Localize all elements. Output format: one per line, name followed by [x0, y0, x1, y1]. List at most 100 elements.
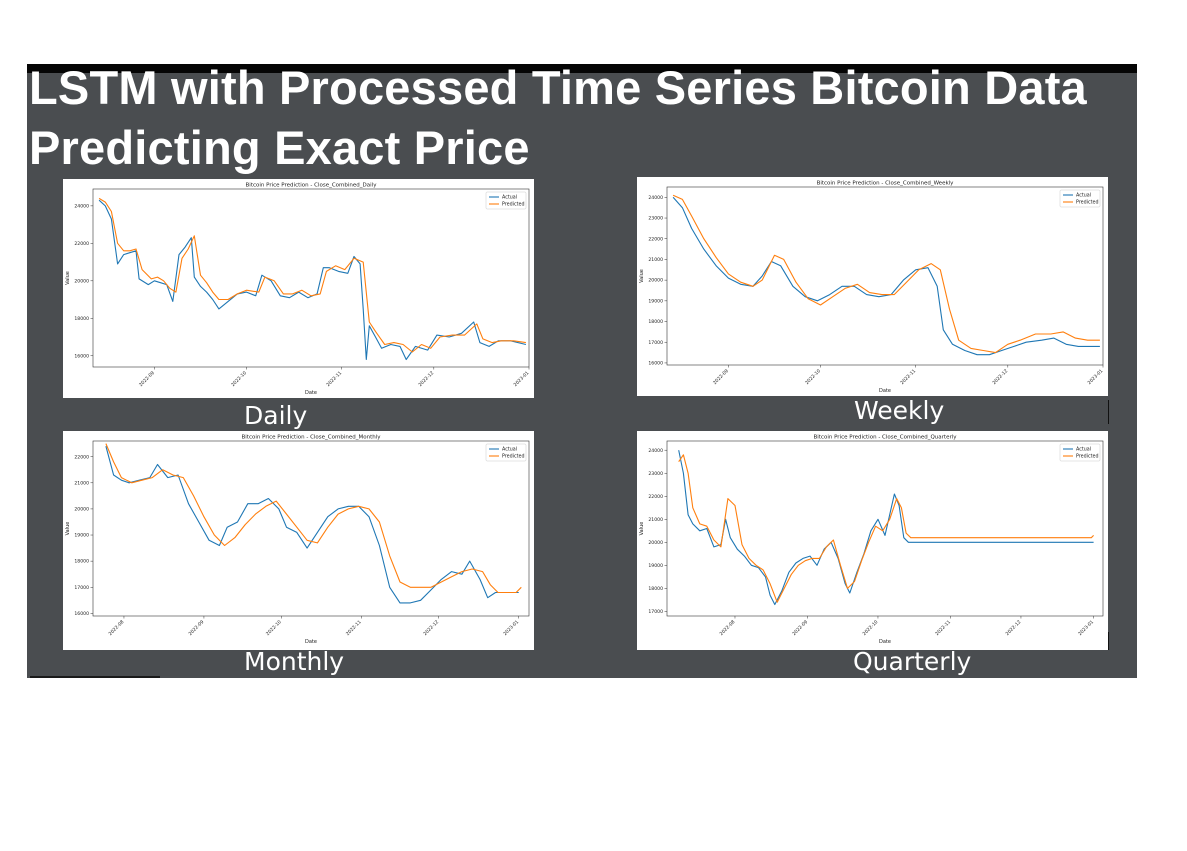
y-tick-label: 21000	[648, 517, 663, 523]
x-tick-label: 2022-09	[138, 370, 156, 388]
y-tick-label: 21000	[648, 257, 663, 263]
x-tick-label: 2023-01	[502, 619, 520, 637]
series-line-actual	[678, 450, 1094, 606]
series-line-actual	[105, 446, 519, 604]
series-line-predicted	[105, 443, 522, 594]
x-tick-label: 2023-01	[1077, 619, 1095, 637]
legend-box	[485, 443, 527, 462]
series-line-predicted	[678, 454, 1094, 603]
y-tick-label: 16000	[74, 353, 89, 359]
x-tick-label: 2022-11	[325, 370, 343, 388]
legend-label-predicted: Predicted	[1076, 200, 1099, 206]
x-tick-label: 2022-09	[791, 619, 809, 637]
x-tick-label: 2022-11	[899, 368, 917, 386]
y-axis-label: Value	[639, 522, 645, 536]
slide-top-bar	[27, 64, 1137, 73]
x-tick-label: 2022-09	[712, 368, 730, 386]
y-tick-label: 18000	[648, 586, 663, 592]
chart-weekly: Bitcoin Price Prediction - Close_Combine…	[639, 181, 1105, 395]
x-axis-label: Date	[879, 639, 891, 645]
x-tick-label: 2022-10	[230, 370, 248, 388]
legend-label-actual: Actual	[502, 447, 517, 453]
legend-label-actual: Actual	[1076, 193, 1091, 199]
chart-panel-quarterly: Bitcoin Price Prediction - Close_Combine…	[637, 431, 1108, 650]
y-axis-label: Value	[65, 522, 71, 536]
legend-label-predicted: Predicted	[1076, 454, 1099, 460]
series-line-actual	[672, 196, 1100, 356]
y-tick-label: 23000	[648, 471, 663, 477]
y-tick-label: 24000	[648, 195, 663, 201]
x-axis-label: Date	[879, 388, 891, 394]
chart-title: Bitcoin Price Prediction - Close_Combine…	[241, 435, 381, 441]
plot-frame	[666, 440, 1104, 617]
chart-title: Bitcoin Price Prediction - Close_Combine…	[246, 183, 378, 189]
x-tick-label: 2022-08	[108, 619, 126, 637]
x-tick-label: 2022-12	[422, 619, 440, 637]
y-tick-label: 22000	[74, 454, 89, 460]
plot-frame	[92, 440, 530, 617]
y-tick-label: 17000	[648, 609, 663, 615]
x-tick-label: 2023-01	[1087, 368, 1105, 386]
x-tick-label: 2022-10	[862, 619, 880, 637]
slide-edge-line	[1108, 400, 1109, 424]
caption-weekly: Weekly	[854, 396, 945, 425]
x-tick-label: 2022-12	[991, 368, 1009, 386]
y-tick-label: 19000	[74, 533, 89, 539]
caption-daily: Daily	[244, 401, 308, 430]
x-tick-label: 2022-09	[188, 619, 206, 637]
x-tick-label: 2022-11	[934, 619, 952, 637]
y-tick-label: 20000	[74, 507, 89, 513]
y-tick-label: 21000	[74, 480, 89, 486]
legend-label-actual: Actual	[1076, 447, 1091, 453]
series-line-predicted	[672, 194, 1100, 354]
y-axis-label: Value	[65, 271, 71, 285]
x-tick-label: 2022-10	[804, 368, 822, 386]
legend-label-predicted: Predicted	[502, 202, 525, 208]
chart-title: Bitcoin Price Prediction - Close_Combine…	[817, 181, 955, 187]
y-tick-label: 18000	[74, 559, 89, 565]
slide-edge-line	[1108, 632, 1109, 650]
chart-panel-daily: Bitcoin Price Prediction - Close_Combine…	[63, 179, 534, 398]
x-axis-label: Date	[305, 639, 317, 645]
y-tick-label: 24000	[74, 203, 89, 209]
series-line-predicted	[98, 197, 526, 353]
y-axis-label: Value	[639, 269, 645, 283]
plot-frame	[92, 188, 530, 368]
y-tick-label: 20000	[648, 278, 663, 284]
chart-monthly: Bitcoin Price Prediction - Close_Combine…	[65, 435, 530, 645]
slide-title-line-2: Predicting Exact Price	[29, 121, 530, 174]
x-tick-label: 2022-12	[417, 370, 435, 388]
y-tick-label: 18000	[74, 316, 89, 322]
y-tick-label: 20000	[648, 540, 663, 546]
y-tick-label: 24000	[648, 448, 663, 454]
x-tick-label: 2022-10	[265, 619, 283, 637]
y-tick-label: 19000	[648, 563, 663, 569]
legend-box	[485, 191, 527, 210]
legend-label-predicted: Predicted	[502, 454, 525, 460]
y-tick-label: 23000	[648, 216, 663, 222]
y-tick-label: 16000	[74, 611, 89, 617]
legend-label-actual: Actual	[502, 195, 517, 201]
y-tick-label: 17000	[74, 585, 89, 591]
legend-box	[1059, 443, 1101, 462]
chart-panel-monthly: Bitcoin Price Prediction - Close_Combine…	[63, 431, 534, 650]
y-tick-label: 19000	[648, 298, 663, 304]
series-line-actual	[98, 199, 527, 361]
y-tick-label: 22000	[74, 241, 89, 247]
slide-title: LSTM with Processed Time Series Bitcoin …	[29, 58, 1087, 178]
y-tick-label: 16000	[648, 361, 663, 367]
y-tick-label: 18000	[648, 319, 663, 325]
y-tick-label: 22000	[648, 494, 663, 500]
caption-monthly: Monthly	[244, 647, 345, 676]
chart-panel-weekly: Bitcoin Price Prediction - Close_Combine…	[637, 177, 1108, 396]
chart-daily: Bitcoin Price Prediction - Close_Combine…	[65, 183, 530, 397]
x-tick-label: 2022-08	[719, 619, 737, 637]
x-tick-label: 2022-11	[345, 619, 363, 637]
x-axis-label: Date	[305, 390, 317, 396]
slide-footer-line	[30, 676, 160, 678]
y-tick-label: 20000	[74, 278, 89, 284]
y-tick-label: 17000	[648, 340, 663, 346]
plot-frame	[666, 186, 1104, 366]
slide-title-line-1: LSTM with Processed Time Series Bitcoin …	[29, 61, 1087, 114]
legend-box	[1059, 189, 1101, 208]
